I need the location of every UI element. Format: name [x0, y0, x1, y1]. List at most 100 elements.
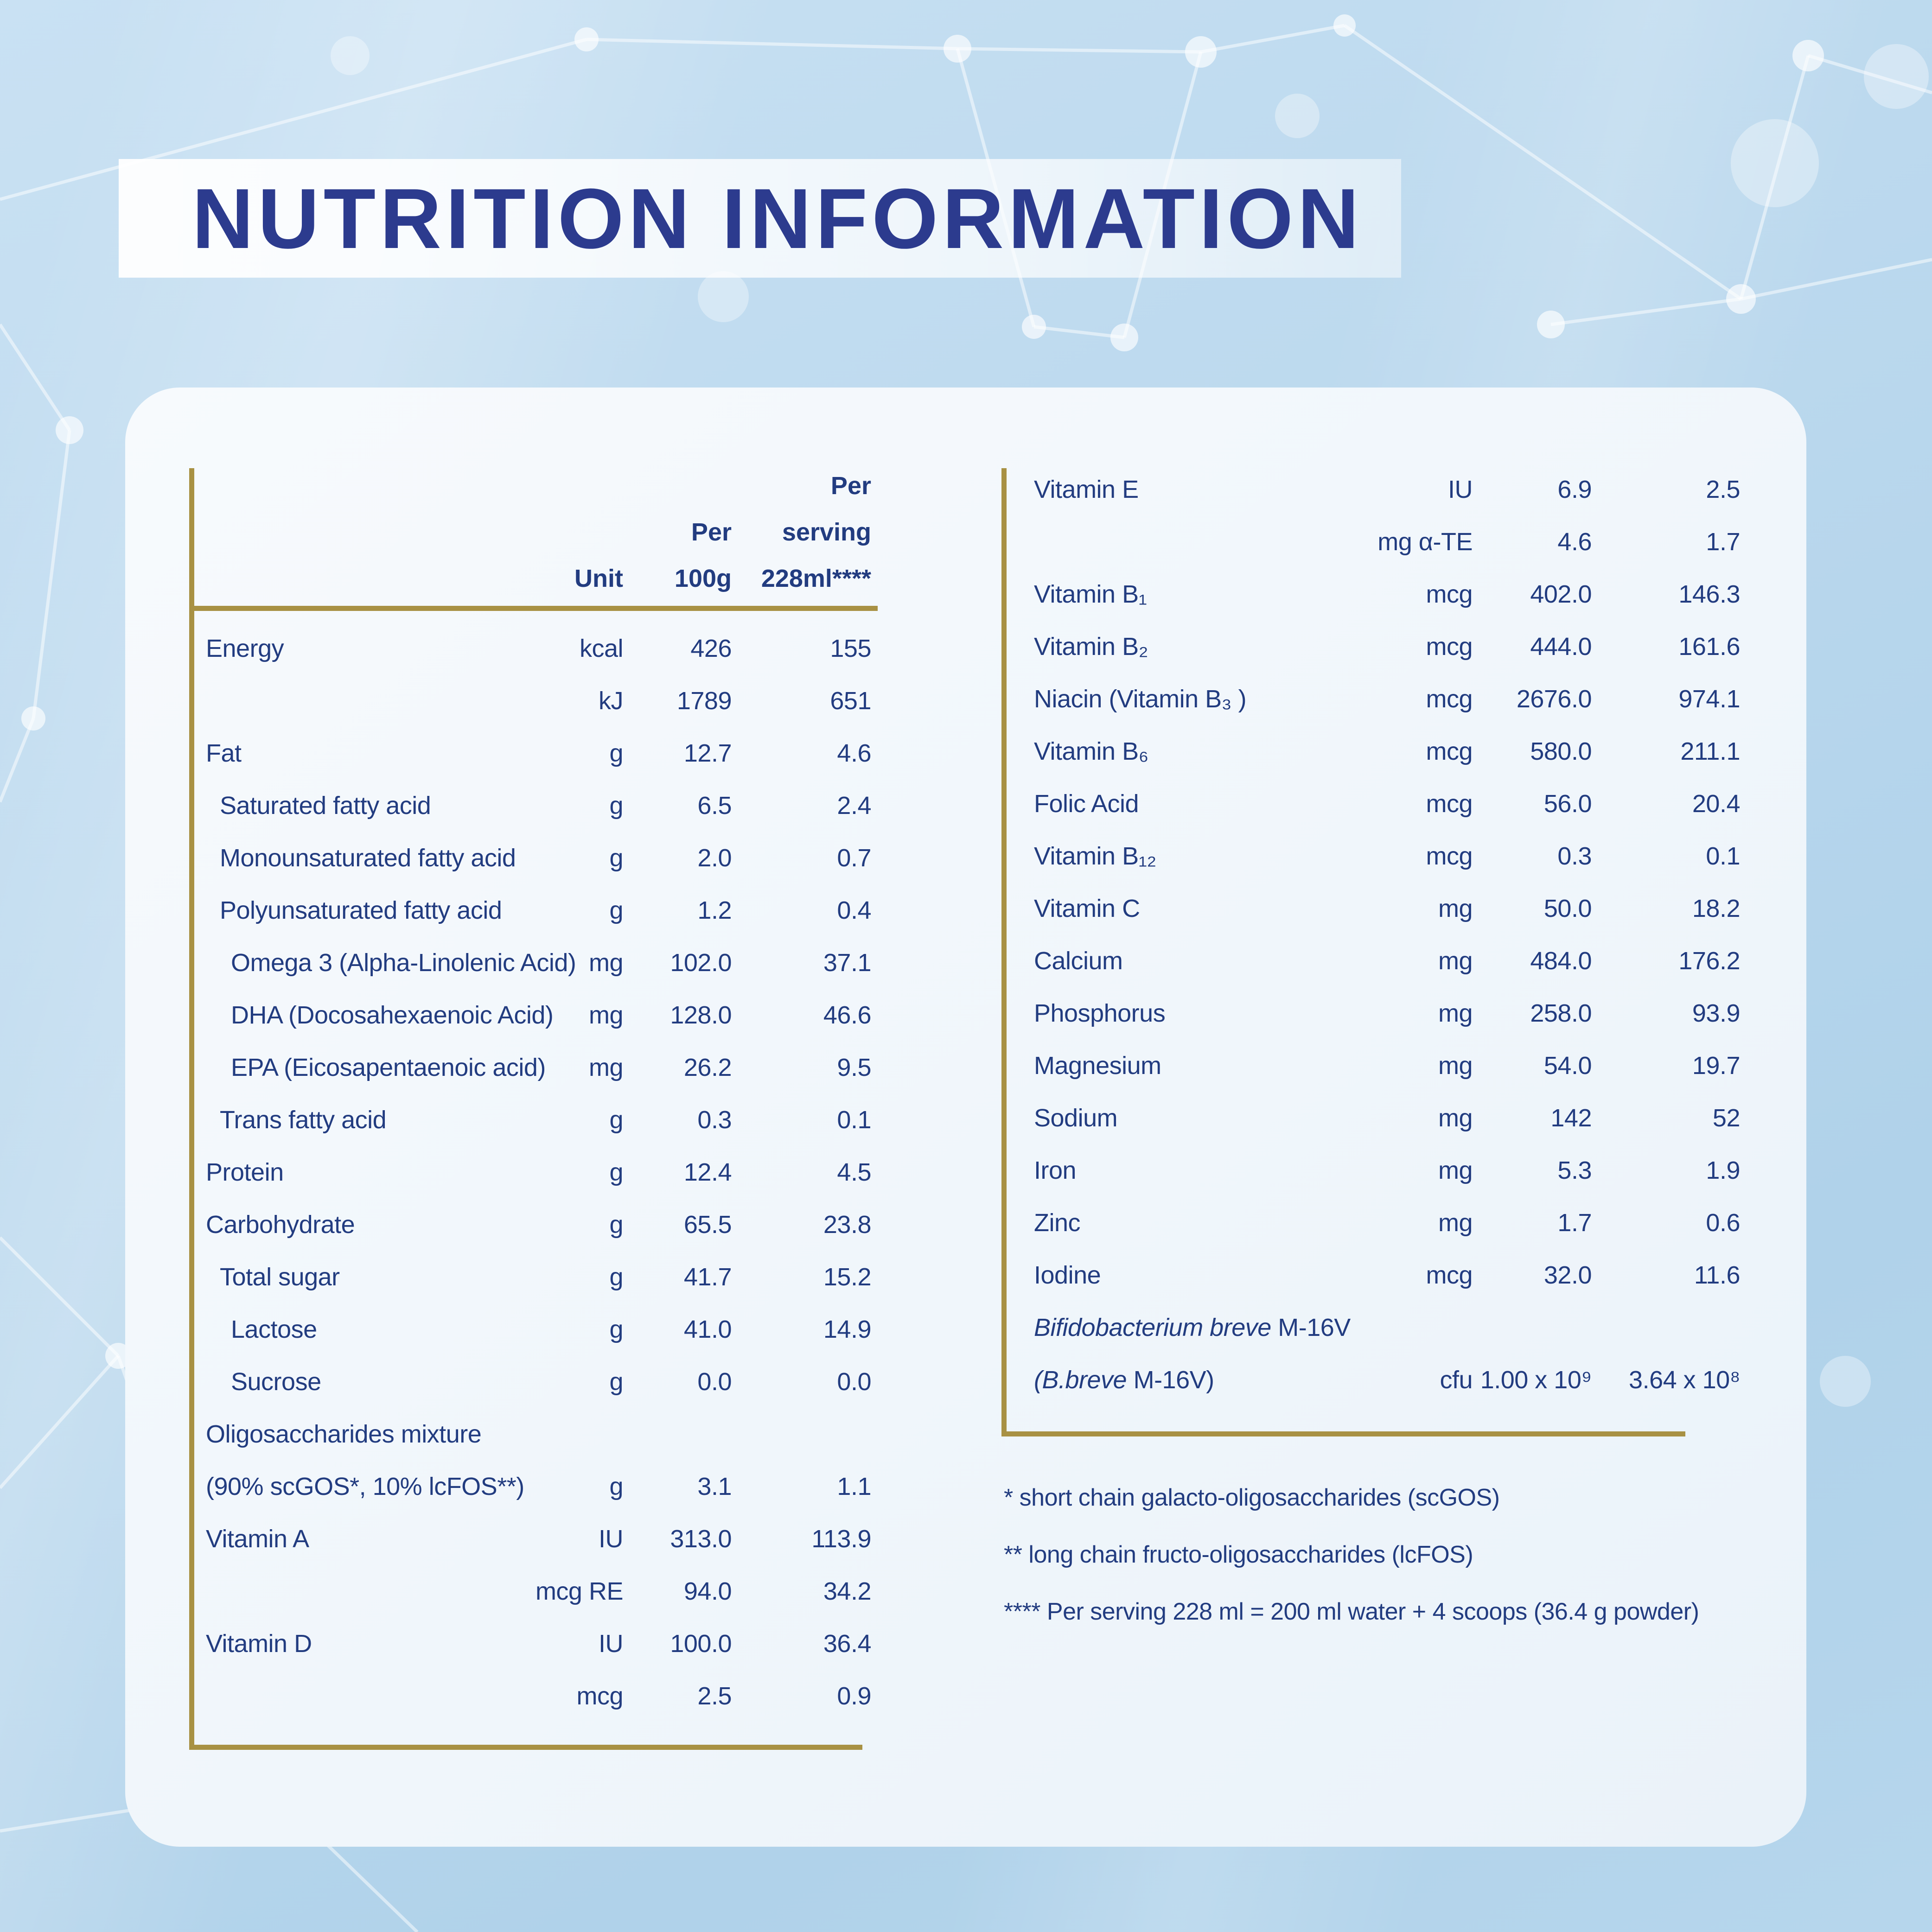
row-label: Trans fatty acid [220, 1106, 387, 1134]
row-label: Vitamin C [1034, 895, 1140, 922]
unit-value: IU [599, 1525, 624, 1553]
per-100g-value: 142 [1550, 1104, 1592, 1132]
unit-value: mcg [1426, 842, 1473, 870]
per-serving-value: 34.2 [823, 1577, 872, 1605]
row-label: Niacin (Vitamin B₃ ) [1034, 685, 1247, 713]
per-serving-value: 19.7 [1692, 1052, 1741, 1080]
per-100g-value: 1.7 [1557, 1209, 1592, 1237]
per-100g-value: 2.5 [697, 1682, 732, 1710]
table-row: Vitamin D IU 100.0 36.4 [204, 1618, 872, 1670]
column-header-per-serving: Per serving 228ml**** [761, 472, 871, 592]
unit-value: kcal [579, 635, 624, 662]
row-label: Vitamin B₁₂ [1034, 842, 1156, 870]
table-row: mg α-TE 4.6 1.7 [1032, 516, 1740, 568]
unit-value: mcg [576, 1682, 623, 1710]
table-row: (90% scGOS*, 10% lcFOS**) g 3.1 1.1 [204, 1461, 872, 1513]
column-header-unit: Unit [574, 565, 623, 592]
unit-value: mcg [1426, 580, 1473, 608]
per-serving-value: 974.1 [1678, 685, 1740, 713]
per-100g-value: 580.0 [1530, 737, 1592, 765]
per-100g-value: 32.0 [1543, 1261, 1592, 1289]
unit-value: mcg RE [535, 1577, 624, 1605]
per-serving-value: 211.1 [1680, 737, 1740, 765]
table-row: Vitamin B₆ mcg 580.0 211.1 [1032, 725, 1741, 778]
per-serving-value: 52 [1712, 1104, 1741, 1132]
table-row: Energy kcal 426 155 [204, 623, 872, 675]
per-serving-value: 0.9 [837, 1682, 871, 1710]
per-serving-value: 36.4 [823, 1630, 872, 1658]
footnote: ** long chain fructo-oligosaccharides (l… [1004, 1541, 1473, 1568]
unit-value: mg [588, 949, 624, 977]
nutrition-table-right: Vitamin E IU 6.9 2.5 mg α-TE 4.6 1.7 Vitamin B₁… [1032, 464, 1741, 1406]
per-serving-value: 176.2 [1678, 947, 1740, 975]
per-serving-value: 1.1 [837, 1473, 871, 1500]
per-100g-value: 12.7 [683, 739, 732, 767]
table-row: Niacin (Vitamin B₃ ) mcg 2676.0 974.1 [1032, 673, 1741, 725]
unit-value: IU [1448, 476, 1473, 503]
table-row: Vitamin E IU 6.9 2.5 [1032, 464, 1741, 516]
table-left-bottom-rule [189, 1745, 862, 1750]
per-serving-value: 2.4 [837, 792, 871, 820]
unit-value: mcg [1426, 1261, 1473, 1289]
row-label: Omega 3 (Alpha-Linolenic Acid) [231, 949, 576, 977]
table-row: kJ 1789 651 [204, 675, 872, 727]
unit-value: mg [1438, 1104, 1473, 1132]
per-100g-value: 12.4 [683, 1158, 732, 1186]
unit-value: g [609, 739, 623, 767]
per-serving-value: 161.6 [1678, 633, 1740, 661]
row-label: Sodium [1034, 1104, 1118, 1132]
column-header-per-100g: Per 100g [674, 518, 732, 592]
per-serving-value: 23.8 [823, 1211, 872, 1239]
table-row: Magnesium mg 54.0 19.7 [1032, 1040, 1741, 1092]
table-row: Trans fatty acid g 0.3 0.1 [204, 1094, 872, 1146]
row-label: Magnesium [1034, 1052, 1161, 1080]
table-row: Iodine mcg 32.0 11.6 [1032, 1249, 1741, 1302]
per-serving-value: 18.2 [1692, 895, 1741, 922]
unit-value: mg [1438, 947, 1473, 975]
table-row: (B.breve M-16V) cfu 1.00 x 10⁹ 3.64 x 10⁸ [1032, 1354, 1741, 1406]
row-label: Fat [206, 739, 242, 767]
per-100g-value: 2676.0 [1516, 685, 1592, 713]
per-100g-value: 313.0 [670, 1525, 732, 1553]
table-left-vertical-rule [189, 468, 194, 1750]
unit-value: mg [1438, 895, 1473, 922]
per-100g-value: 4.6 [1557, 528, 1592, 556]
unit-value: mg α-TE [1377, 528, 1473, 556]
row-label-italic-part: Bifidobacterium breve [1034, 1314, 1271, 1341]
row-label: Vitamin E [1034, 476, 1139, 503]
row-label: (90% scGOS*, 10% lcFOS**) [206, 1473, 524, 1500]
unit-value: mg [588, 1001, 624, 1029]
unit-value: IU [599, 1630, 624, 1658]
table-left-header-rule [189, 606, 878, 611]
per-100g-value: 128.0 [670, 1001, 732, 1029]
per-serving-value: 15.2 [823, 1263, 872, 1291]
per-serving-value: 0.1 [837, 1106, 871, 1134]
row-label: (B.breve M-16V) [1032, 1354, 1214, 1406]
row-label-part: M-16V) [1127, 1366, 1215, 1394]
unit-value: g [609, 1211, 623, 1239]
per-100g-value: 41.0 [683, 1316, 732, 1343]
per-serving-value: 113.9 [811, 1525, 871, 1553]
row-label: Zinc [1034, 1209, 1081, 1237]
per-100g-value: 102.0 [670, 949, 732, 977]
unit-value: g [609, 1316, 623, 1343]
row-label: Phosphorus [1034, 999, 1166, 1027]
per-serving-value: 20.4 [1692, 790, 1741, 818]
row-label: Monounsaturated fatty acid [220, 844, 516, 872]
table-row: Iron mg 5.3 1.9 [1032, 1144, 1741, 1197]
table-row: Folic Acid mcg 56.0 20.4 [1032, 778, 1741, 830]
table-row: Carbohydrate g 65.5 23.8 [204, 1199, 872, 1251]
row-label: Vitamin B₂ [1034, 633, 1148, 661]
table-row: Vitamin A IU 313.0 113.9 [204, 1513, 872, 1565]
table-row: Bifidobacterium breve M-16V [1032, 1302, 1740, 1354]
table-row: Monounsaturated fatty acid g 2.0 0.7 [204, 832, 872, 884]
unit-value: mcg [1426, 685, 1473, 713]
table-row: Vitamin B₂ mcg 444.0 161.6 [1032, 621, 1741, 673]
per-100g-value: 100.0 [670, 1630, 732, 1658]
unit-value: g [609, 896, 623, 924]
table-left-header: Unit Per 100g Per serving 228ml**** [204, 458, 871, 605]
table-row: Sodium mg 142 52 [1032, 1092, 1741, 1144]
per-100g-value: 5.3 [1557, 1157, 1592, 1184]
unit-value: g [609, 1158, 623, 1186]
row-label: EPA (Eicosapentaenoic acid) [231, 1054, 546, 1081]
